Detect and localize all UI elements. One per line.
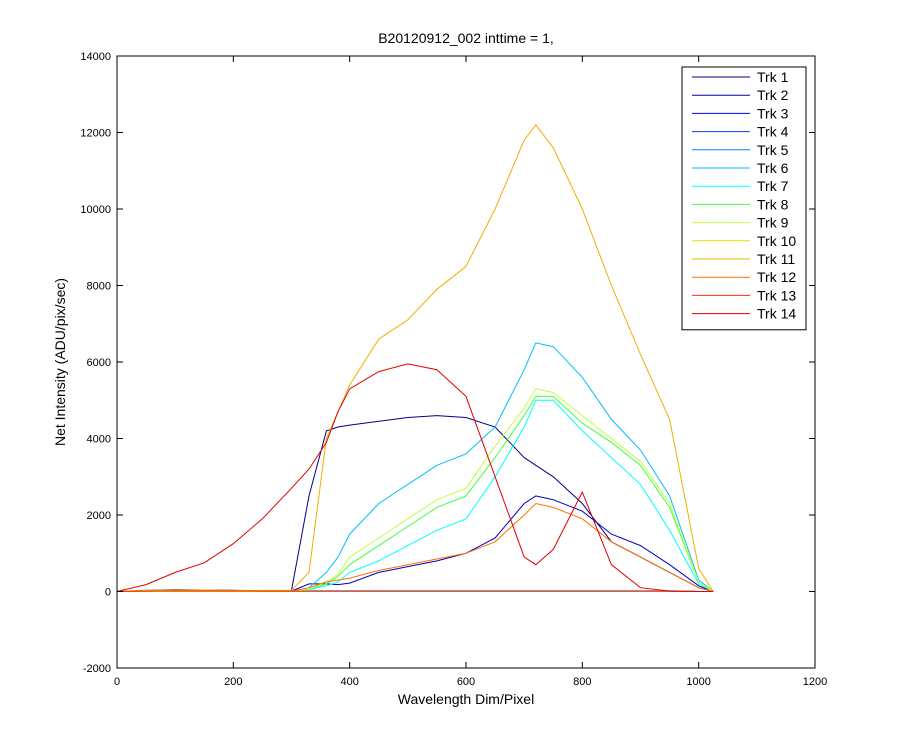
x-tick-label: 600 bbox=[457, 676, 475, 688]
legend-label: Trk 12 bbox=[757, 269, 796, 285]
y-tick-label: 14000 bbox=[80, 51, 111, 63]
y-tick-label: 0 bbox=[105, 587, 111, 599]
legend-label: Trk 4 bbox=[757, 124, 789, 140]
legend-label: Trk 7 bbox=[757, 178, 789, 194]
y-tick-label: -2000 bbox=[83, 663, 111, 675]
y-tick-label: 8000 bbox=[87, 281, 111, 293]
legend-label: Trk 14 bbox=[757, 306, 796, 322]
y-tick-label: 2000 bbox=[87, 510, 111, 522]
legend-label: Trk 2 bbox=[757, 87, 789, 103]
x-tick-label: 400 bbox=[340, 676, 358, 688]
x-tick-label: 0 bbox=[114, 676, 120, 688]
legend-label: Trk 13 bbox=[757, 287, 796, 303]
x-tick-label: 1200 bbox=[803, 676, 827, 688]
y-axis-label: Net Intensity (ADU/pix/sec) bbox=[52, 278, 68, 446]
x-tick-label: 1000 bbox=[686, 676, 710, 688]
legend-label: Trk 1 bbox=[757, 69, 789, 85]
x-axis-label: Wavelength Dim/Pixel bbox=[398, 691, 534, 707]
legend-label: Trk 6 bbox=[757, 160, 789, 176]
legend-label: Trk 10 bbox=[757, 233, 796, 249]
y-tick-label: 6000 bbox=[87, 357, 111, 369]
legend-label: Trk 9 bbox=[757, 215, 789, 231]
legend-label: Trk 5 bbox=[757, 142, 789, 158]
chart-title: B20120912_002 inttime = 1, bbox=[378, 30, 554, 46]
legend-label: Trk 3 bbox=[757, 105, 789, 121]
y-tick-label: 12000 bbox=[80, 128, 111, 140]
y-tick-label: 4000 bbox=[87, 434, 111, 446]
x-tick-label: 800 bbox=[573, 676, 591, 688]
legend: Trk 1 Trk 2 Trk 3 Trk 4 Trk 5 Trk 6 Trk 7 Trk 8… bbox=[682, 67, 806, 330]
x-tick-label: 200 bbox=[224, 676, 242, 688]
legend-label: Trk 8 bbox=[757, 196, 789, 212]
legend-label: Trk 11 bbox=[757, 251, 795, 267]
y-tick-label: 10000 bbox=[80, 204, 111, 216]
